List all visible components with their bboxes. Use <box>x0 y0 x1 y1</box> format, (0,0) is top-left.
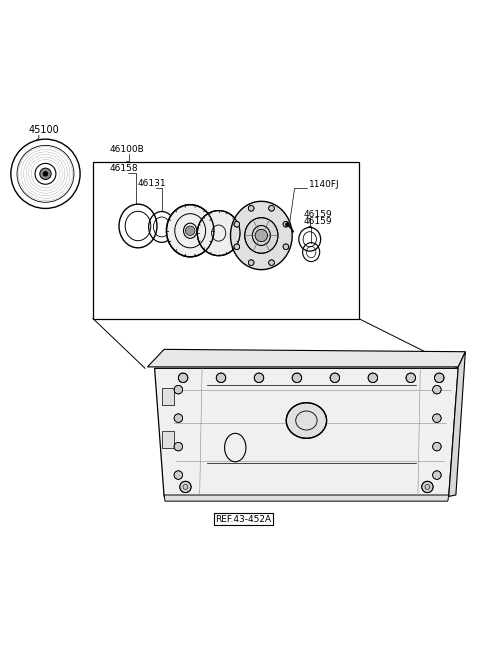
Bar <box>93 162 359 319</box>
Circle shape <box>180 482 191 493</box>
Circle shape <box>269 260 275 266</box>
Circle shape <box>40 168 51 180</box>
Circle shape <box>216 373 226 382</box>
Bar <box>162 431 174 448</box>
Text: 46131: 46131 <box>138 178 167 188</box>
Circle shape <box>174 414 182 422</box>
Ellipse shape <box>245 218 278 253</box>
Ellipse shape <box>167 205 214 257</box>
Text: 46100B: 46100B <box>109 146 144 154</box>
Circle shape <box>432 471 441 480</box>
Circle shape <box>255 230 267 241</box>
Circle shape <box>406 373 416 382</box>
Ellipse shape <box>286 403 326 438</box>
Text: 46159: 46159 <box>304 209 333 218</box>
Text: REF.43-452A: REF.43-452A <box>216 514 272 523</box>
Circle shape <box>286 222 289 226</box>
Circle shape <box>434 373 444 382</box>
Circle shape <box>432 442 441 451</box>
Circle shape <box>174 442 182 451</box>
Circle shape <box>330 373 340 382</box>
Polygon shape <box>147 350 466 367</box>
Bar <box>162 388 174 405</box>
Circle shape <box>283 221 289 227</box>
Circle shape <box>432 386 441 394</box>
Circle shape <box>422 482 433 493</box>
Circle shape <box>368 373 378 382</box>
Polygon shape <box>449 352 466 497</box>
Circle shape <box>292 373 301 382</box>
Polygon shape <box>164 495 449 501</box>
Circle shape <box>248 205 254 211</box>
Text: 46158: 46158 <box>109 165 138 173</box>
Circle shape <box>234 244 240 249</box>
Circle shape <box>234 221 240 227</box>
Polygon shape <box>230 201 292 270</box>
Polygon shape <box>155 368 458 497</box>
Circle shape <box>174 471 182 480</box>
Circle shape <box>283 244 289 249</box>
Circle shape <box>179 373 188 382</box>
Text: 46159: 46159 <box>304 216 333 226</box>
Circle shape <box>248 260 254 266</box>
Ellipse shape <box>197 211 240 256</box>
Circle shape <box>174 386 182 394</box>
Text: 45100: 45100 <box>29 125 60 136</box>
Text: 1140FJ: 1140FJ <box>309 180 339 189</box>
Circle shape <box>269 205 275 211</box>
Circle shape <box>254 373 264 382</box>
Circle shape <box>432 414 441 422</box>
Circle shape <box>185 226 195 236</box>
Circle shape <box>43 171 48 176</box>
